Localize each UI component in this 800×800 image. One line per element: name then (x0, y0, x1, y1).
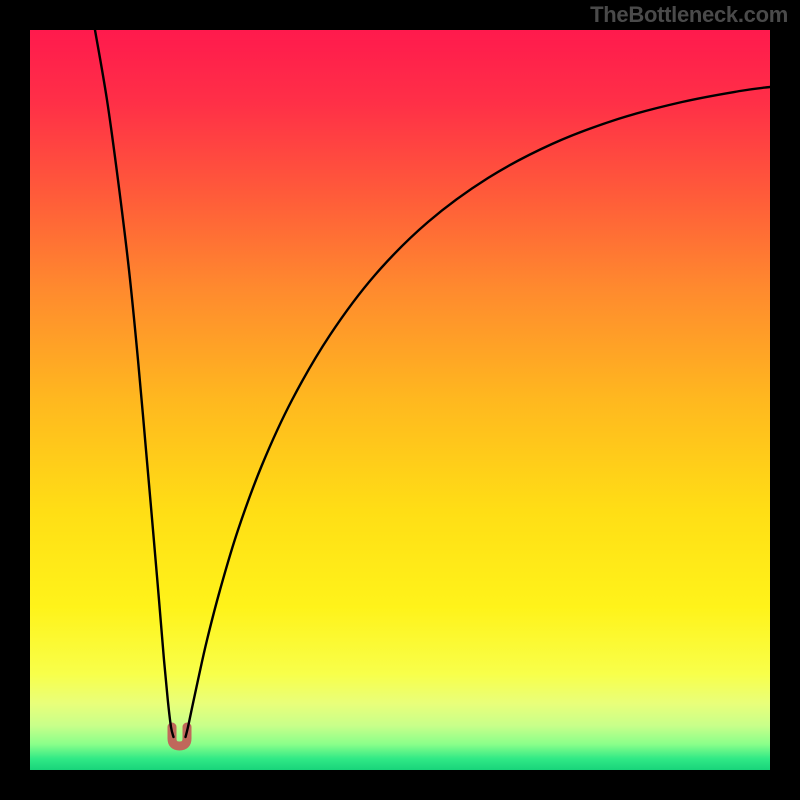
bottleneck-curve-right (186, 87, 771, 737)
watermark-text: TheBottleneck.com (590, 2, 788, 28)
curve-layer (30, 30, 770, 770)
plot-area (30, 30, 770, 770)
bottleneck-curve-left (95, 30, 174, 737)
